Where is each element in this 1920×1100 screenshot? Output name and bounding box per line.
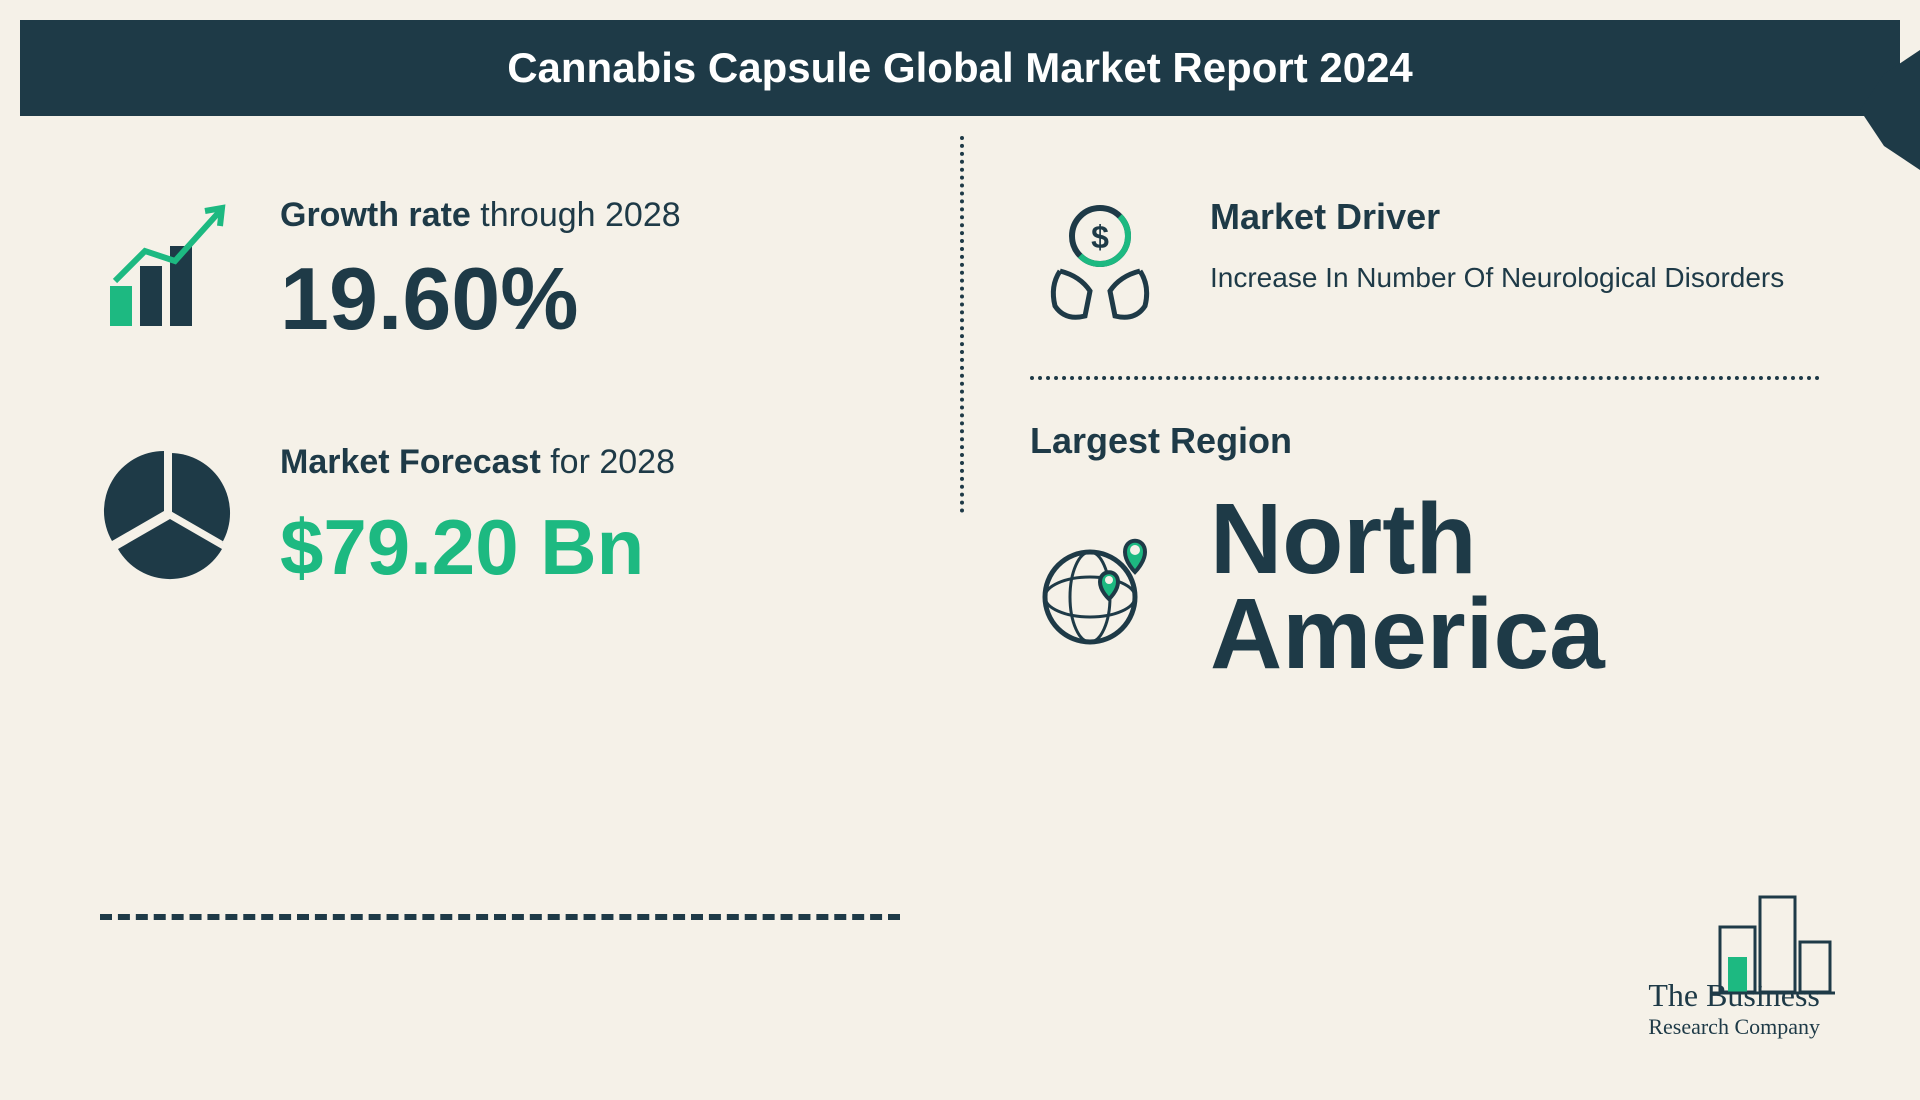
forecast-label: Market Forecast for 2028 <box>280 443 890 482</box>
header-title-bar: Cannabis Capsule Global Market Report 20… <box>20 20 1900 116</box>
globe-pins-icon <box>1030 517 1170 657</box>
forecast-text: Market Forecast for 2028 $79.20 Bn <box>280 443 890 593</box>
driver-text: Market Driver Increase In Number Of Neur… <box>1210 196 1820 297</box>
growth-text: Growth rate through 2028 19.60% <box>280 196 890 343</box>
largest-region-block: Largest Region North America <box>1030 420 1820 682</box>
vertical-divider <box>960 136 964 513</box>
right-column: $ Market Driver Increase In Number Of Ne… <box>950 196 1820 693</box>
buildings-icon <box>1700 887 1840 997</box>
forecast-label-rest: for 2028 <box>541 443 675 481</box>
company-logo: The Business Research Company <box>1648 977 1820 1040</box>
left-column: Growth rate through 2028 19.60% Market F… <box>100 196 950 693</box>
region-heading: Largest Region <box>1030 420 1820 462</box>
logo-line2: Research Company <box>1648 1014 1820 1040</box>
hands-dollar-icon: $ <box>1030 196 1170 336</box>
forecast-label-bold: Market Forecast <box>280 443 541 481</box>
growth-value: 19.60% <box>280 255 890 343</box>
growth-rate-block: Growth rate through 2028 19.60% <box>100 196 890 343</box>
market-driver-block: $ Market Driver Increase In Number Of Ne… <box>1030 196 1820 336</box>
pie-chart-icon <box>100 443 240 583</box>
driver-description: Increase In Number Of Neurological Disor… <box>1210 258 1820 297</box>
bottom-divider <box>100 914 900 920</box>
driver-heading: Market Driver <box>1210 196 1820 238</box>
growth-label: Growth rate through 2028 <box>280 196 890 235</box>
horizontal-divider <box>1030 376 1820 380</box>
forecast-block: Market Forecast for 2028 $79.20 Bn <box>100 443 890 593</box>
growth-chart-icon <box>100 196 240 336</box>
region-value-line2: America <box>1210 587 1605 682</box>
forecast-value: $79.20 Bn <box>280 502 890 593</box>
region-value-line1: North <box>1210 492 1605 587</box>
growth-label-bold: Growth rate <box>280 196 471 234</box>
svg-text:$: $ <box>1091 219 1109 255</box>
content-area: Growth rate through 2028 19.60% Market F… <box>0 116 1920 693</box>
region-value: North America <box>1210 492 1605 682</box>
region-content: North America <box>1030 492 1820 682</box>
header-title: Cannabis Capsule Global Market Report 20… <box>507 44 1413 91</box>
growth-label-rest: through 2028 <box>471 196 681 234</box>
